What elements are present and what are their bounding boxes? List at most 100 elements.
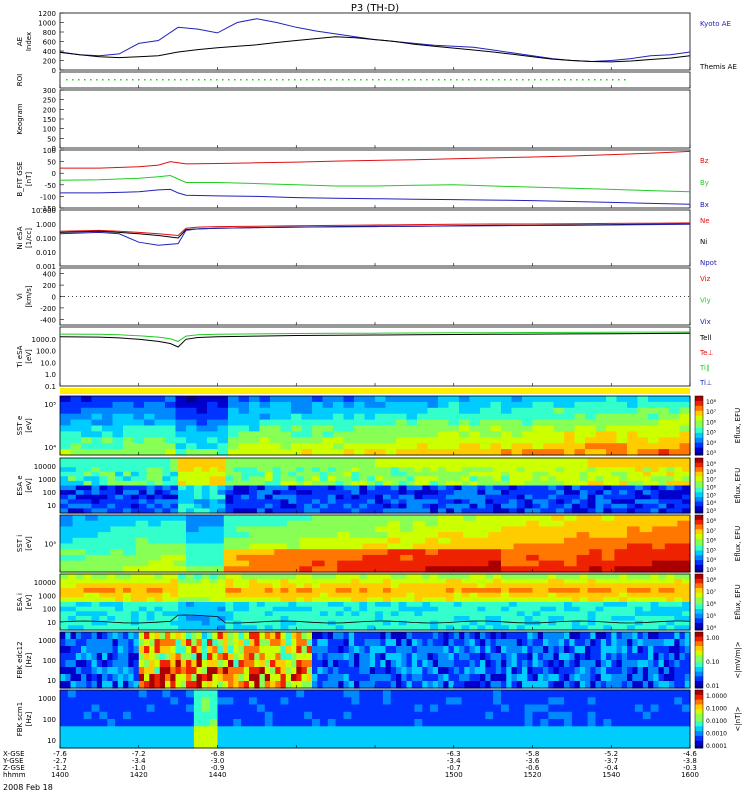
fbk_b-cell bbox=[658, 711, 667, 720]
fbk_b-cell bbox=[658, 726, 667, 735]
sst_e-cell bbox=[301, 425, 313, 432]
sst_i-cell bbox=[438, 526, 452, 533]
sst_i-cell bbox=[526, 549, 540, 556]
fbk_e-cell bbox=[653, 639, 660, 647]
esa_e-cell bbox=[414, 476, 423, 482]
sst_i-cell bbox=[135, 566, 149, 573]
fbk_b-cell bbox=[438, 719, 447, 727]
esa_e-cell bbox=[225, 480, 234, 487]
sst_e-cell bbox=[217, 437, 229, 444]
sst_e-cell bbox=[133, 401, 145, 409]
fbk_e-cell bbox=[438, 646, 444, 654]
sst_i-cell bbox=[72, 532, 86, 539]
esa_i-cell bbox=[312, 616, 321, 622]
esa_i-cell bbox=[540, 611, 549, 617]
sst_i-cell bbox=[299, 532, 313, 539]
esa_e-cell bbox=[398, 508, 408, 514]
esa_e-cell bbox=[422, 467, 431, 473]
esa_i-cell bbox=[99, 597, 108, 603]
esa_e-cell bbox=[493, 503, 502, 509]
esa_e-cell bbox=[477, 499, 486, 505]
fbk_b-cell bbox=[642, 711, 652, 720]
fbk_b-cell bbox=[493, 690, 502, 698]
esa_e-cell bbox=[532, 499, 541, 505]
fbk_e-cell bbox=[364, 681, 371, 689]
esa_e-cell bbox=[627, 485, 636, 491]
esa_i-cell bbox=[564, 583, 573, 589]
fbk_e-cell bbox=[522, 674, 528, 682]
fbk_b-cell bbox=[170, 711, 179, 720]
fbk_e-cell bbox=[165, 632, 171, 640]
esa_e-cell bbox=[603, 467, 612, 473]
esa_e-cell bbox=[564, 462, 573, 468]
sst_e-cell bbox=[585, 449, 597, 456]
sst_i-cell bbox=[72, 526, 86, 533]
fbk_e-cell bbox=[65, 674, 72, 682]
esa_e-cell bbox=[674, 485, 683, 491]
esa_e-cell bbox=[264, 503, 274, 509]
esa_i-cell bbox=[422, 592, 431, 598]
sst_e-cell bbox=[196, 437, 208, 444]
roi-dot bbox=[246, 79, 248, 81]
fbk_e-cell bbox=[243, 639, 250, 647]
fbk_e-cell bbox=[306, 660, 313, 668]
fbk_e-cell bbox=[411, 660, 418, 668]
esa_e-cell bbox=[438, 458, 447, 464]
sst_i-cell bbox=[173, 520, 187, 527]
esa_i-cell bbox=[359, 578, 368, 584]
esa_i-cell bbox=[115, 588, 124, 594]
esa_i-cell bbox=[461, 606, 471, 612]
esa_e-cell bbox=[115, 467, 124, 473]
esa_i-cell bbox=[154, 602, 163, 608]
esa_e-cell bbox=[249, 467, 258, 473]
esa_e-cell bbox=[658, 485, 667, 491]
esa_e-tick-label: 100 bbox=[43, 489, 56, 497]
fbk_b-cell bbox=[532, 711, 541, 720]
esa_i-cell bbox=[170, 578, 179, 584]
esa_i-cell bbox=[288, 611, 297, 617]
esa_e-cell bbox=[264, 480, 274, 487]
fbk_e-cell bbox=[553, 632, 560, 640]
esa_e-cell bbox=[627, 467, 636, 473]
esa_e-cell bbox=[540, 503, 549, 509]
fbk_e-cell bbox=[81, 646, 87, 654]
esa_e-cell bbox=[508, 485, 518, 491]
esa_e-cell bbox=[430, 490, 439, 496]
sst_i-cell bbox=[299, 543, 313, 550]
sst_i-cell bbox=[425, 566, 439, 573]
sst_e-ylabel: [eV] bbox=[25, 418, 33, 433]
esa_i-cell bbox=[445, 620, 455, 626]
roi-dot bbox=[570, 79, 572, 81]
fbk_b-cell bbox=[241, 690, 250, 698]
roi-dot bbox=[390, 79, 392, 81]
esa_e-cell bbox=[453, 480, 463, 487]
esa_e-cell bbox=[209, 467, 219, 473]
fbk_b-cell bbox=[335, 740, 345, 749]
esa_i-cell bbox=[288, 606, 297, 612]
fbk_e-cell bbox=[70, 639, 77, 647]
sst_i-cell bbox=[349, 537, 363, 545]
roi-dot bbox=[216, 79, 218, 81]
fbk_e-cell bbox=[375, 653, 381, 661]
fbk_e-cell bbox=[469, 660, 476, 668]
esa_i-cell bbox=[587, 578, 597, 584]
esa_e-cell bbox=[178, 503, 187, 509]
esa_i-cell bbox=[430, 578, 439, 584]
roi-dot bbox=[480, 79, 482, 81]
fbk_e-cell bbox=[117, 660, 124, 668]
esa_i-cell bbox=[469, 611, 478, 617]
esa_i-cell bbox=[516, 616, 526, 622]
sst_e-cell bbox=[102, 401, 114, 409]
sst_i-cell bbox=[513, 515, 527, 522]
esa_i-cell bbox=[390, 592, 400, 598]
sst_i-cell bbox=[324, 526, 338, 533]
sst_i-cell bbox=[387, 554, 401, 562]
esa_e-cell bbox=[469, 467, 478, 473]
fbk_e-cell bbox=[443, 653, 450, 661]
fbk_b-cell bbox=[83, 697, 93, 706]
esa_e-cell bbox=[587, 467, 597, 473]
fbk_e-cell bbox=[569, 667, 576, 675]
sst_e-cell bbox=[648, 449, 660, 456]
esa_i-cell bbox=[556, 616, 565, 622]
fbk_e-cell bbox=[527, 667, 534, 675]
